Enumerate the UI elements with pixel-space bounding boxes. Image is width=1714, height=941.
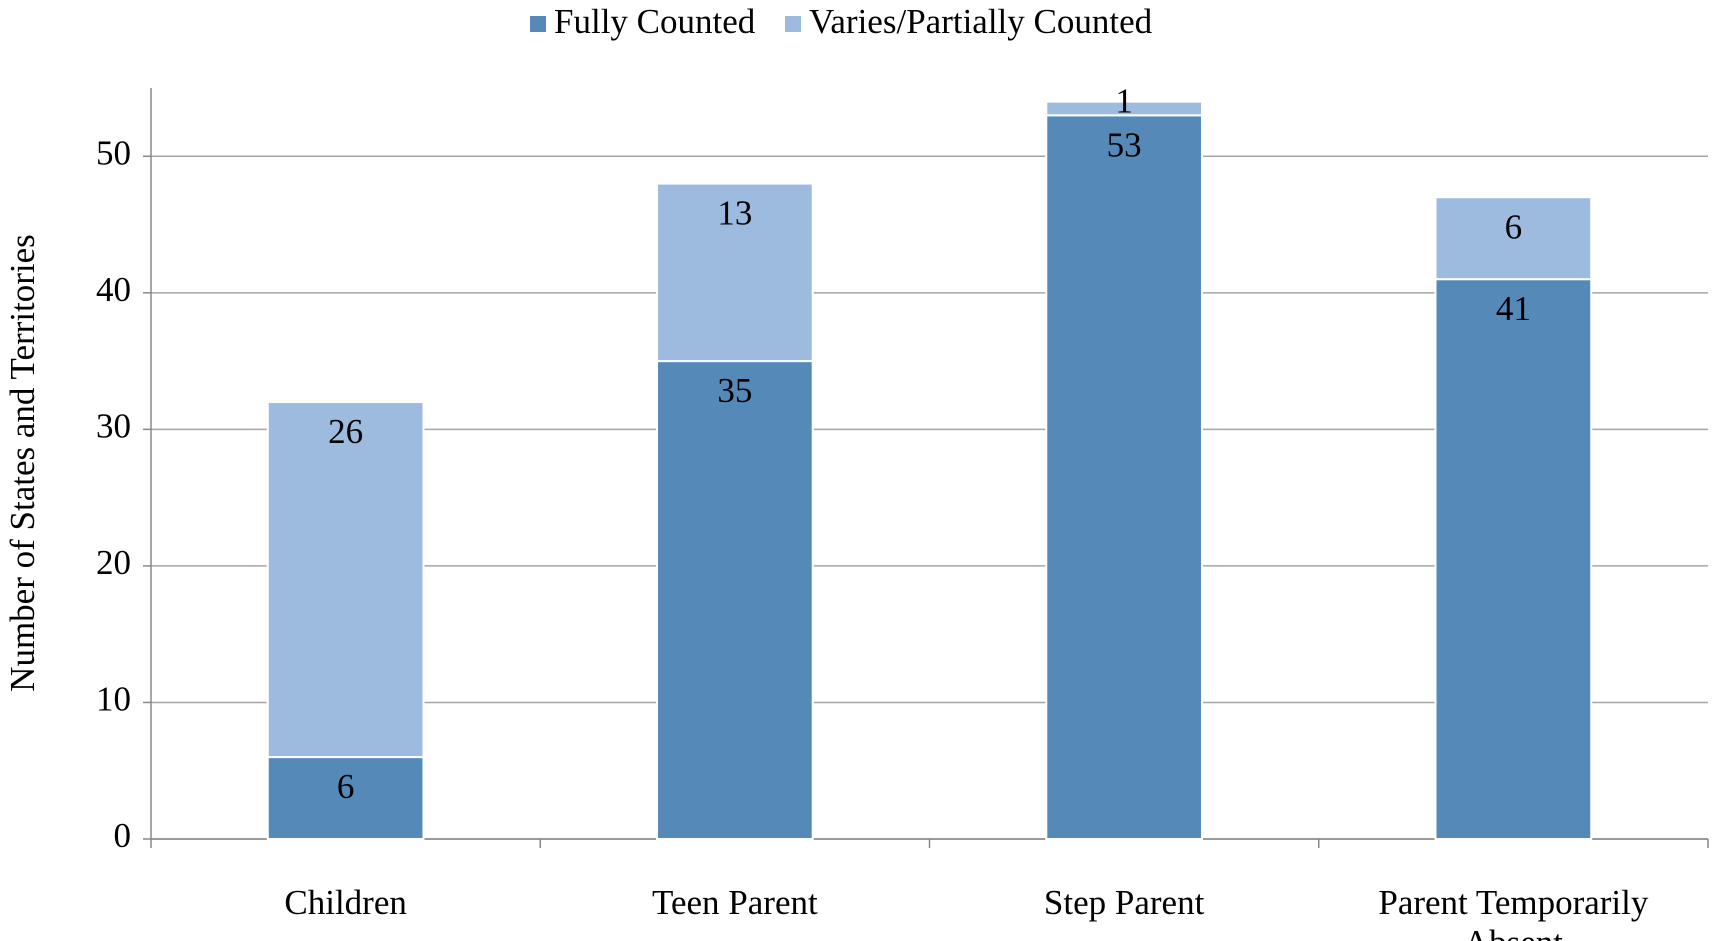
bar-segment (1434, 196, 1593, 281)
y-axis-label: Number of States and Territories (3, 234, 42, 692)
bar-segment (656, 360, 814, 840)
bar-segment (1045, 100, 1203, 117)
bar-segment (1045, 114, 1203, 841)
y-tick-label: 20 (96, 543, 131, 582)
y-tick-label: 10 (96, 679, 131, 718)
legend-label: Fully Counted (554, 2, 756, 41)
data-label: 1 (1115, 82, 1133, 121)
y-tick-label: 0 (114, 816, 132, 855)
data-label: 13 (717, 194, 752, 233)
x-tick-label: Parent Temporarily Absent (1378, 883, 1649, 941)
data-label: 26 (328, 412, 363, 451)
bar-segment (266, 401, 425, 759)
bar-segment (656, 182, 814, 363)
data-label: 53 (1107, 125, 1142, 164)
y-tick-label: 30 (96, 406, 131, 445)
bar-segment (1434, 278, 1593, 840)
legend-swatch (530, 16, 546, 32)
x-tick-label: Children (284, 883, 407, 922)
data-label: 35 (717, 371, 752, 410)
data-label: 6 (1505, 207, 1523, 246)
data-label: 41 (1496, 289, 1531, 328)
y-tick-label: 40 (96, 270, 131, 309)
legend-label: Varies/Partially Counted (809, 2, 1153, 41)
x-tick-label: Step Parent (1043, 883, 1205, 922)
y-tick-label: 50 (96, 133, 131, 172)
x-tick-label: Teen Parent (652, 883, 818, 922)
data-label: 6 (337, 767, 355, 806)
legend-swatch (785, 16, 801, 32)
